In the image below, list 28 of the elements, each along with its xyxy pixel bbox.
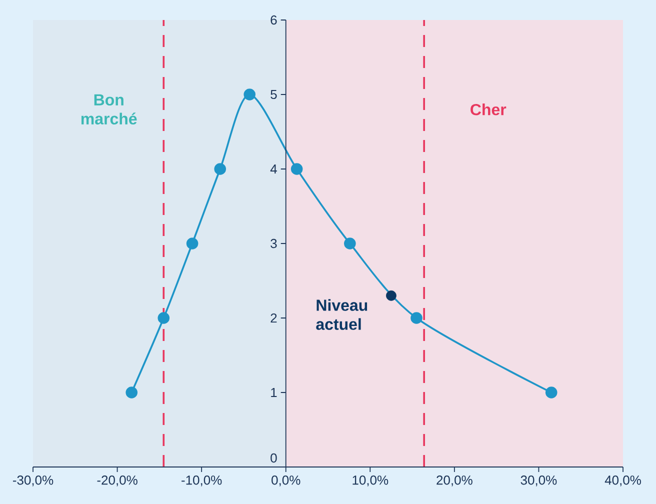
x-tick-label: 10,0% <box>352 476 388 486</box>
point <box>344 238 356 250</box>
y-tick-label: 0 <box>270 453 277 463</box>
x-tick-label: 30,0% <box>520 476 557 486</box>
y-tick-label: 3 <box>270 238 277 248</box>
point <box>386 290 396 301</box>
point <box>244 88 256 100</box>
band-label: Cher <box>470 104 506 116</box>
y-tick-label: 6 <box>270 15 277 25</box>
point <box>126 386 138 398</box>
point <box>290 163 303 175</box>
y-tick-label: 5 <box>270 90 277 100</box>
x-tick-label: 20,0% <box>436 476 472 486</box>
x-tick-label: -20,0% <box>97 476 138 486</box>
x-tick-label: -30,0% <box>12 476 54 486</box>
point <box>158 312 170 324</box>
point <box>545 386 558 398</box>
band-label: Bon marché <box>81 94 137 124</box>
x-tick-label: 40,0% <box>604 476 641 486</box>
annotation: Niveau actuel <box>316 299 368 330</box>
point <box>186 238 198 250</box>
y-tick-label: 1 <box>271 388 277 397</box>
x-tick-label: -10,0% <box>182 476 222 486</box>
y-tick-label: 2 <box>270 313 277 323</box>
point <box>214 163 226 175</box>
point <box>410 312 422 324</box>
y-tick-label: 4 <box>270 164 277 174</box>
x-tick-label: 0,0% <box>272 476 300 486</box>
